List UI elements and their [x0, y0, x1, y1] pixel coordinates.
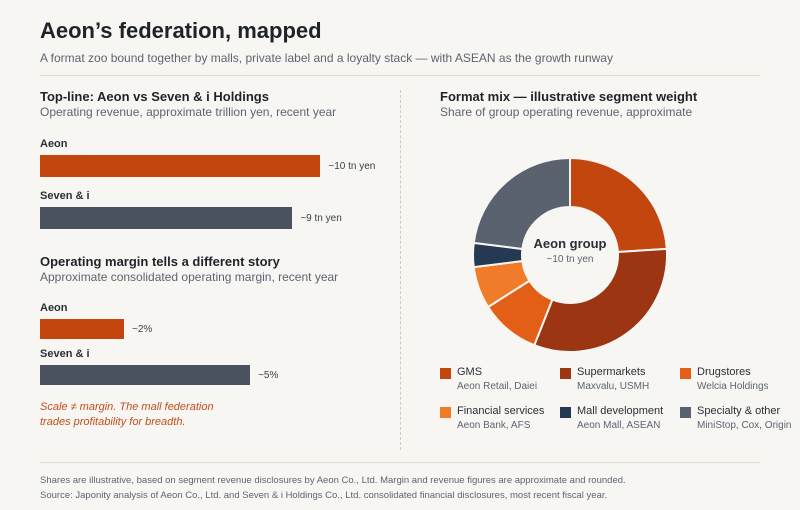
- margin-bar-seven: [40, 365, 251, 385]
- format-mix-subtitle: Share of group operating revenue, approx…: [440, 105, 693, 119]
- legend-description: MiniStop, Cox, Origin: [697, 420, 792, 431]
- page-subtitle: A format zoo bound together by malls, pr…: [40, 51, 613, 65]
- legend-swatch: [440, 407, 451, 418]
- column-divider: [400, 90, 401, 450]
- donut-slice-specialty-other: [472, 156, 571, 251]
- footnote-source: Source: Japonity analysis of Aeon Co., L…: [40, 490, 608, 501]
- revenue-chart-title: Top-line: Aeon vs Seven & i Holdings: [40, 89, 269, 104]
- revenue-label-aeon: Aeon: [40, 138, 68, 150]
- legend-label: Specialty & other: [697, 405, 781, 417]
- legend-label: Financial services: [457, 405, 545, 417]
- legend-swatch: [680, 368, 691, 379]
- donut-center-title: Aeon group: [533, 236, 607, 251]
- revenue-bar-aeon: [40, 155, 321, 177]
- legend-swatch: [680, 407, 691, 418]
- header-divider: [40, 75, 760, 76]
- legend-label: Drugstores: [697, 366, 751, 378]
- legend-swatch: [560, 407, 571, 418]
- donut-chart-svg: [472, 156, 668, 353]
- legend-description: Aeon Mall, ASEAN: [577, 420, 661, 431]
- margin-value-aeon: ~2%: [132, 324, 153, 335]
- footer-divider: [40, 462, 760, 463]
- legend-swatch: [560, 368, 571, 379]
- format-mix-title: Format mix — illustrative segment weight: [440, 89, 698, 104]
- note-line-1: Scale ≠ margin. The mall federation: [40, 401, 214, 413]
- donut-center-subtitle: ~10 tn yen: [546, 254, 594, 265]
- legend-swatch: [440, 368, 451, 379]
- donut-slice-gms: [569, 156, 668, 254]
- legend-description: Aeon Bank, AFS: [457, 420, 531, 431]
- revenue-value-aeon: ~10 tn yen: [328, 161, 376, 172]
- legend-description: Aeon Retail, Daiei: [457, 381, 538, 392]
- margin-chart-subtitle: Approximate consolidated operating margi…: [40, 270, 339, 284]
- margin-label-aeon: Aeon: [40, 302, 68, 314]
- footnote-shares: Shares are illustrative, based on segmen…: [40, 475, 626, 486]
- revenue-value-seven: ~9 tn yen: [300, 213, 342, 224]
- revenue-bar-seven: [40, 207, 293, 229]
- donut-slice-supermarkets: [532, 247, 668, 353]
- legend-description: Maxvalu, USMH: [577, 381, 650, 392]
- margin-chart-title: Operating margin tells a different story: [40, 254, 280, 269]
- legend-label: Mall development: [577, 405, 664, 417]
- revenue-label-seven: Seven & i: [40, 190, 90, 202]
- page-title: Aeon’s federation, mapped: [40, 18, 322, 43]
- scale-margin-note: Scale ≠ margin. The mall federation trad…: [40, 400, 214, 430]
- legend-description: Welcia Holdings: [697, 381, 769, 392]
- legend-label: GMS: [457, 366, 483, 378]
- margin-bar-aeon: [40, 319, 125, 339]
- margin-label-seven: Seven & i: [40, 348, 90, 360]
- legend-label: Supermarkets: [577, 366, 646, 378]
- format-mix-donut: [460, 145, 680, 365]
- margin-value-seven: ~5%: [258, 370, 279, 381]
- revenue-chart-subtitle: Operating revenue, approximate trillion …: [40, 105, 337, 119]
- note-line-2: trades profitability for breadth.: [40, 416, 186, 428]
